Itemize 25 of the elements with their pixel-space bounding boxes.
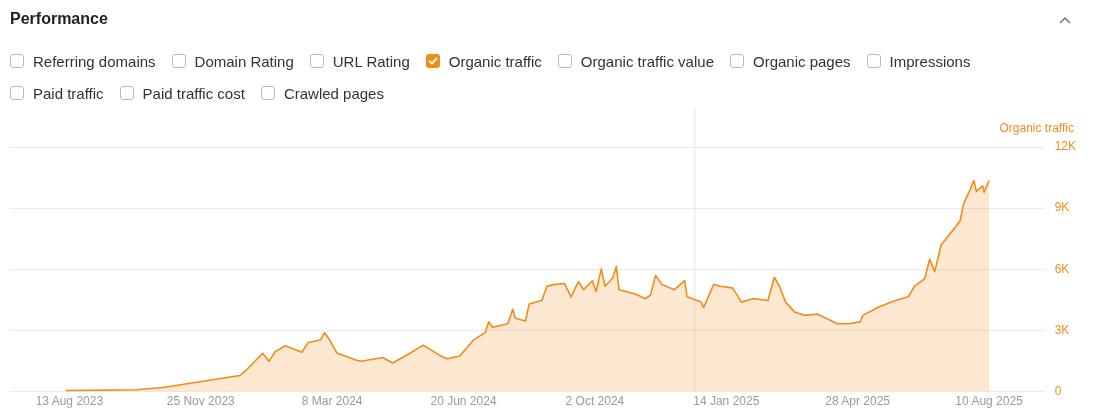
text: Impressions bbox=[889, 52, 971, 70]
legend-label: Organic traffic bbox=[448, 52, 542, 70]
y-axis-title: Organic traffic bbox=[999, 121, 1074, 135]
text: URL Rating bbox=[332, 52, 410, 70]
text: Organic traffic value bbox=[580, 52, 714, 70]
y-tick-label: 12K bbox=[1054, 139, 1077, 154]
x-tick-label: 20 Jun 2024 bbox=[430, 394, 497, 409]
chart-title: Performance bbox=[10, 10, 108, 28]
y-tick-label: 9K bbox=[1054, 200, 1070, 215]
text: Crawled pages bbox=[283, 84, 384, 102]
x-tick-label: 28 Apr 2025 bbox=[825, 394, 891, 409]
y-tick-label: 0 bbox=[1054, 383, 1062, 398]
y-tick-label: 3K bbox=[1054, 322, 1070, 337]
text: Organic pages bbox=[752, 52, 851, 70]
y-tick-label: 6K bbox=[1054, 261, 1070, 276]
text: Domain Rating bbox=[194, 52, 294, 70]
x-tick-label: 13 Aug 2023 bbox=[35, 394, 104, 409]
text: Referring domains bbox=[33, 52, 156, 70]
x-tick-label: 25 Nov 2023 bbox=[166, 394, 236, 409]
x-tick-label: 8 Mar 2024 bbox=[301, 394, 363, 409]
x-tick-label: 14 Jan 2025 bbox=[693, 394, 760, 409]
x-tick-label: 2 Oct 2024 bbox=[565, 394, 625, 409]
x-tick-label: 10 Aug 2025 bbox=[955, 394, 1024, 409]
text: Paid traffic cost bbox=[142, 84, 245, 102]
text: Paid traffic bbox=[33, 84, 104, 102]
